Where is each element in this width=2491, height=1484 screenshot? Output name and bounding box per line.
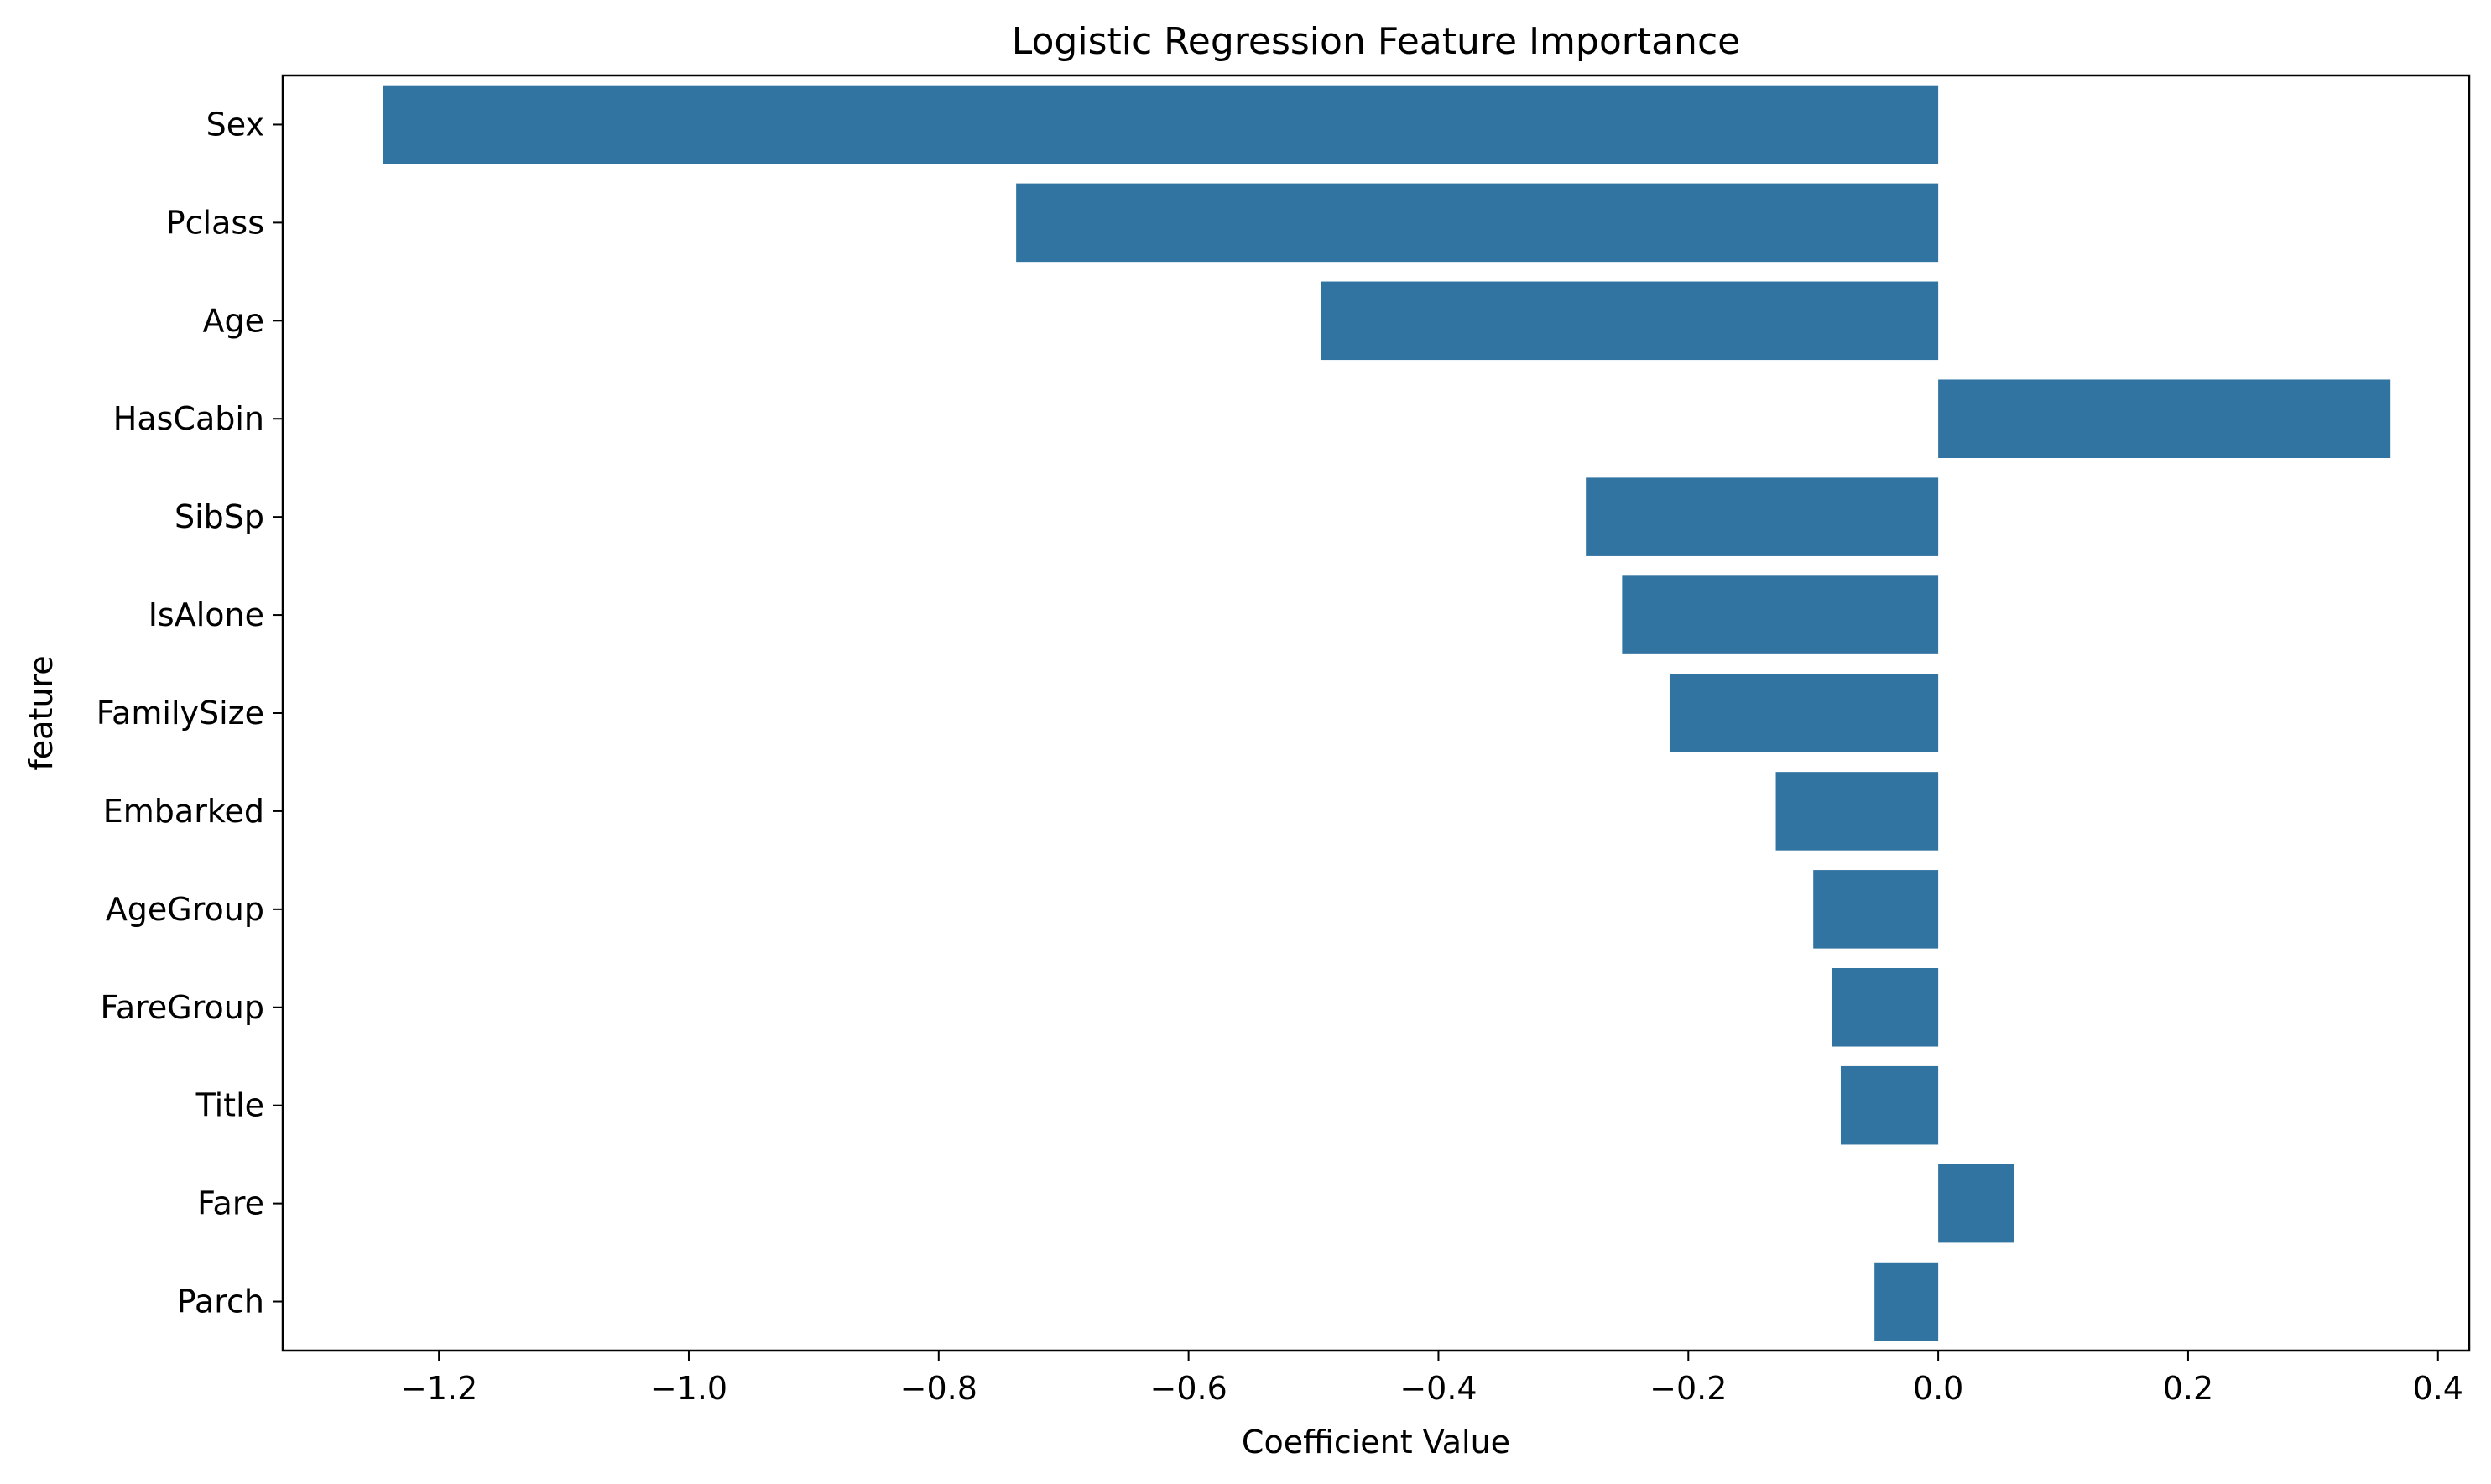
bar-age <box>1321 281 1939 361</box>
bar-agegroup <box>1813 870 1939 949</box>
bar-fare <box>1938 1164 2014 1243</box>
y-tick-label-faregroup: FareGroup <box>100 989 264 1026</box>
x-tick-label: −1.2 <box>400 1370 477 1407</box>
bar-hascabin <box>1938 379 2391 458</box>
y-axis-label: feature <box>23 655 60 770</box>
y-tick-label-age: Age <box>203 302 265 339</box>
x-axis-label: Coefficient Value <box>1242 1424 1510 1461</box>
y-axis-ticks: Sex Pclass Age HasCabin SibSp IsAlone FamilySi… <box>96 106 283 1320</box>
chart-title: Logistic Regression Feature Importance <box>1012 20 1740 63</box>
y-tick-label-parch: Parch <box>177 1284 264 1320</box>
bar-sibsp <box>1586 477 1939 556</box>
y-tick-label-sex: Sex <box>206 106 264 143</box>
x-tick-label: −0.4 <box>1399 1370 1477 1407</box>
y-tick-label-fare: Fare <box>197 1185 264 1222</box>
bar-sex <box>383 85 1939 164</box>
bar-title <box>1840 1065 1939 1145</box>
y-tick-label-familysize: FamilySize <box>96 695 264 732</box>
x-axis-ticks: −1.2 −1.0 −0.8 −0.6 −0.4 −0.2 0.0 0.2 0.4 <box>400 1351 2463 1407</box>
x-tick-label: −0.2 <box>1649 1370 1727 1407</box>
bar-isalone <box>1622 575 1939 654</box>
y-tick-label-pclass: Pclass <box>166 204 264 241</box>
x-tick-label: −1.0 <box>650 1370 727 1407</box>
bar-embarked <box>1775 772 1939 851</box>
x-tick-label: 0.2 <box>2163 1370 2213 1407</box>
bar-familysize <box>1669 674 1939 752</box>
y-tick-label-isalone: IsAlone <box>149 596 264 633</box>
x-tick-label: −0.8 <box>900 1370 977 1407</box>
x-tick-label: 0.0 <box>1913 1370 1963 1407</box>
bar-faregroup <box>1832 968 1939 1047</box>
y-tick-label-embarked: Embarked <box>103 793 264 830</box>
y-tick-label-sibsp: SibSp <box>175 498 264 535</box>
x-tick-label: 0.4 <box>2413 1370 2463 1407</box>
y-tick-label-agegroup: AgeGroup <box>106 891 264 928</box>
plot-frame <box>281 74 2471 1352</box>
bars-layer <box>383 85 2391 1341</box>
y-tick-label-title: Title <box>195 1087 264 1124</box>
y-tick-label-hascabin: HasCabin <box>113 400 264 437</box>
bar-parch <box>1874 1262 1939 1341</box>
x-tick-label: −0.6 <box>1149 1370 1227 1407</box>
bar-pclass <box>1016 183 1939 263</box>
